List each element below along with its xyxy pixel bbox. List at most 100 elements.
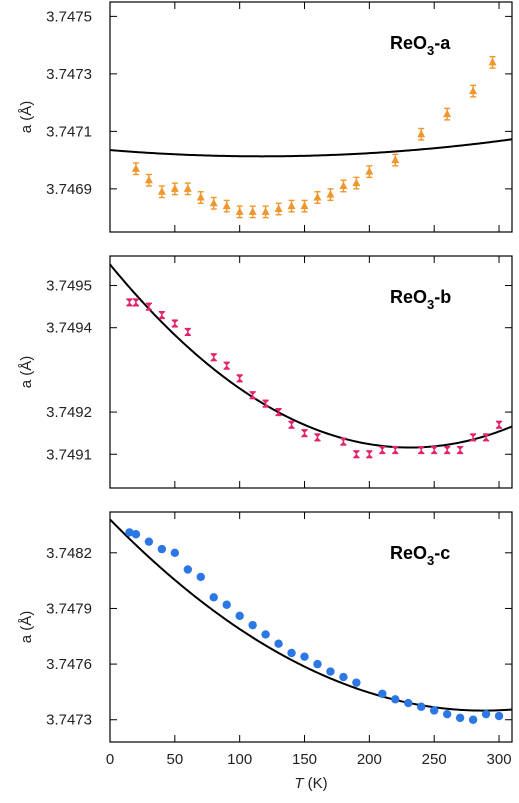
y-tick-label: 3.7475 (46, 8, 92, 25)
data-point (171, 319, 179, 327)
data-point (417, 446, 425, 454)
fit-curve (109, 518, 513, 712)
data-point (261, 207, 270, 215)
data-point (326, 190, 335, 198)
data-point (339, 438, 347, 446)
data-point (352, 450, 360, 458)
data-point (261, 630, 270, 639)
plot-frame (109, 1, 513, 233)
data-point (300, 201, 309, 210)
data-point (158, 311, 166, 319)
data-point (235, 611, 244, 621)
chart-panel-3: 3.7473 3.7476 3.7479 3.7482 0 50 100 150 200 250 3… (18, 511, 513, 792)
data-point (469, 433, 477, 441)
data-point (339, 672, 348, 682)
x-tick-label: 300 (487, 751, 512, 768)
data-point (196, 572, 205, 582)
fit-curve (109, 138, 513, 158)
data-point (170, 184, 179, 192)
data-point (443, 109, 452, 118)
y-tick-label: 3.7492 (46, 404, 92, 421)
data-point (391, 155, 400, 164)
data-point (301, 429, 309, 437)
y-tick-label: 3.7476 (46, 656, 92, 673)
y-tick-label: 3.7479 (46, 600, 92, 617)
y-tick-label: 3.7482 (46, 545, 92, 562)
data-point (157, 544, 167, 554)
data-point (488, 57, 497, 66)
x-tick-label: 100 (227, 751, 252, 768)
x-tick-label: 200 (357, 751, 382, 768)
data-point (313, 193, 322, 201)
data-point (262, 400, 270, 408)
data-point (125, 528, 134, 537)
data-point (235, 207, 244, 215)
y-tick-label: 3.7473 (46, 712, 92, 729)
y-tick-label: 3.7491 (46, 446, 92, 463)
data-point (287, 648, 296, 658)
data-point (287, 201, 296, 210)
y-axis-label: a (Å) (18, 356, 35, 389)
data-point (365, 450, 373, 458)
panel-label: ReO3-a (390, 33, 451, 58)
data-point (275, 408, 283, 416)
data-point (222, 600, 231, 609)
data-point (183, 184, 192, 192)
panel-label: ReO3-b (390, 287, 451, 312)
data-point (313, 433, 321, 441)
chart-panel-1: 3.7469 3.7471 3.7473 3.7475 a (Å) ReO3-a (18, 1, 513, 233)
data-point (326, 667, 335, 676)
data-point (429, 706, 439, 715)
data-point (494, 711, 504, 721)
data-point (443, 446, 451, 454)
data-point (183, 565, 193, 574)
data-point (300, 652, 309, 661)
data-point (482, 433, 490, 441)
x-tick-label: 50 (166, 751, 183, 768)
data-point (288, 421, 296, 429)
y-tick-label: 3.7471 (46, 123, 92, 140)
data-point (236, 374, 244, 382)
data-point (469, 86, 478, 95)
data-point (209, 198, 218, 207)
fit-curve (109, 263, 513, 449)
y-tick-label: 3.7473 (46, 66, 92, 83)
data-point (131, 164, 140, 172)
y-tick-label: 3.7469 (46, 181, 92, 198)
data-point (455, 713, 465, 723)
data-point (313, 659, 322, 669)
data-point (157, 187, 166, 195)
data-point (378, 689, 387, 698)
data-point (352, 178, 361, 187)
data-point (196, 193, 205, 201)
data-point (125, 298, 133, 306)
data-point (274, 204, 283, 212)
chart-panel-2: 3.7491 3.7492 3.7494 3.7495 a (Å) ReO3-b (18, 255, 513, 489)
data-point (352, 678, 361, 687)
y-axis-label: a (Å) (18, 611, 35, 644)
data-point (170, 548, 180, 558)
data-point (223, 362, 231, 370)
x-tick-label: 250 (422, 751, 447, 768)
data-point (222, 201, 231, 210)
data-point (184, 328, 192, 336)
panel-label: ReO3-c (390, 543, 450, 568)
data-point (456, 446, 464, 454)
data-point (132, 298, 140, 306)
data-point (210, 353, 218, 361)
data-point (442, 709, 452, 719)
data-point (417, 702, 426, 711)
data-point (365, 167, 374, 175)
data-point (144, 537, 154, 546)
plot-frame (109, 255, 513, 489)
x-tick-label: 0 (106, 751, 114, 768)
data-point (391, 695, 400, 704)
data-point (430, 446, 438, 454)
data-point (391, 446, 399, 454)
data-point (378, 446, 386, 454)
data-point (145, 303, 153, 311)
data-point (274, 639, 283, 648)
y-tick-label: 3.7494 (46, 320, 92, 337)
data-point (495, 421, 503, 429)
